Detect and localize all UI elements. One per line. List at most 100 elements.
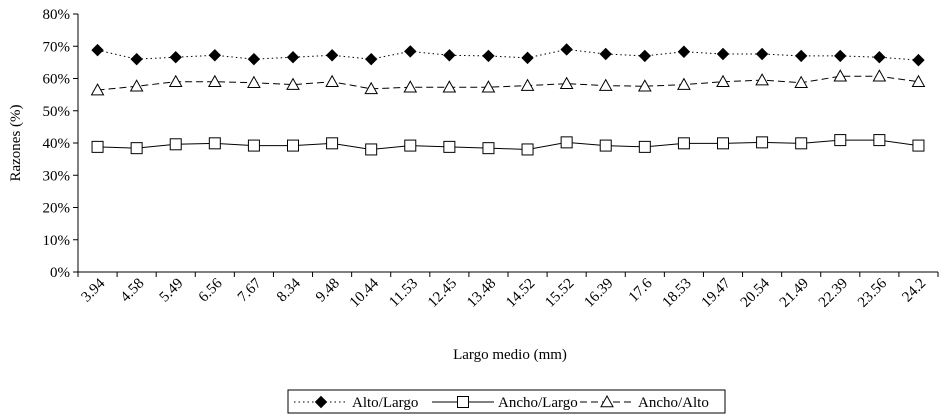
- series-layer: [90, 43, 926, 156]
- data-point: [833, 69, 848, 82]
- data-point: [677, 77, 691, 90]
- data-point: [872, 69, 887, 82]
- data-point: [247, 139, 260, 152]
- y-tick-label: 20%: [43, 201, 71, 217]
- legend-label: Ancho/Largo: [498, 395, 578, 411]
- series-line: [97, 75, 919, 91]
- data-point: [521, 143, 534, 156]
- legend-item: Ancho/Largo: [432, 395, 578, 411]
- data-point: [794, 75, 809, 88]
- data-point: [325, 74, 339, 88]
- data-point: [482, 49, 495, 63]
- y-tick-label: 40%: [43, 136, 71, 152]
- data-point: [404, 45, 417, 58]
- legend-label: Alto/Largo: [352, 395, 418, 411]
- data-point: [130, 142, 143, 155]
- data-point: [794, 49, 808, 63]
- x-tick-label: 5.49: [157, 276, 187, 306]
- series-line: [97, 48, 919, 61]
- data-point: [442, 80, 457, 93]
- data-point: [90, 83, 105, 96]
- data-point: [169, 138, 182, 151]
- data-point: [286, 77, 300, 90]
- data-point: [325, 49, 339, 62]
- x-tick-label: 13.48: [464, 276, 499, 311]
- x-tick-label: 4.58: [118, 276, 148, 306]
- x-tick-label: 24.2: [899, 276, 929, 306]
- legend-marker: [600, 394, 614, 408]
- legend-item: Alto/Largo: [294, 395, 418, 411]
- x-tick-label: 22.39: [816, 276, 851, 311]
- data-point: [208, 49, 222, 62]
- x-tick-label: 7.67: [235, 275, 265, 305]
- series-alto-largo: [91, 43, 925, 67]
- y-tick-label: 0%: [50, 265, 70, 281]
- data-point: [520, 78, 535, 91]
- data-point: [326, 137, 339, 150]
- data-point: [129, 79, 144, 92]
- data-point: [91, 43, 104, 57]
- data-point: [247, 75, 261, 88]
- y-tick-label: 60%: [43, 72, 71, 88]
- legend-frame: [287, 389, 726, 414]
- data-point: [403, 80, 418, 93]
- series-ancho-largo: [91, 134, 925, 156]
- y-axis: 0% 10% 20% 30% 40% 50% 60% 70% 80%: [43, 7, 79, 281]
- x-axis: 3.94 4.58 5.49 6.56 7.67 8.34 9.48 10.44 11.53 12…: [77, 271, 939, 311]
- data-point: [365, 143, 378, 156]
- data-point: [911, 74, 926, 88]
- data-point: [834, 134, 847, 147]
- data-point: [287, 139, 299, 152]
- data-point: [755, 73, 769, 86]
- x-tick-label: 23.56: [855, 275, 891, 311]
- y-tick-label: 80%: [43, 7, 71, 23]
- x-tick-label: 15.52: [542, 276, 577, 311]
- legend-marker: [314, 395, 328, 409]
- data-point: [443, 140, 456, 153]
- data-point: [834, 49, 847, 63]
- data-point: [756, 136, 769, 149]
- data-point: [443, 49, 456, 62]
- data-point: [168, 74, 183, 88]
- data-point: [560, 136, 573, 149]
- data-point: [716, 47, 730, 61]
- x-tick-label: 21.49: [777, 276, 812, 311]
- x-tick-label: 10.44: [347, 275, 383, 311]
- data-point: [912, 139, 925, 152]
- data-point: [91, 140, 104, 153]
- data-point: [208, 137, 221, 150]
- x-tick-label: 12.45: [425, 276, 460, 311]
- data-point: [795, 137, 808, 150]
- data-point: [169, 51, 182, 64]
- data-point: [364, 81, 379, 95]
- x-tick-label: 9.48: [313, 276, 343, 306]
- data-point: [286, 51, 300, 64]
- data-point: [599, 47, 612, 61]
- data-point: [521, 51, 534, 65]
- data-point: [912, 53, 925, 67]
- x-tick-label: 14.52: [503, 276, 538, 311]
- x-tick-label: 6.56: [196, 275, 226, 305]
- data-point: [637, 79, 652, 92]
- data-point: [559, 76, 574, 89]
- data-point: [404, 139, 417, 152]
- data-point: [677, 137, 690, 150]
- y-axis-label: Razones (%): [8, 104, 24, 181]
- y-tick-label: 50%: [43, 104, 71, 120]
- data-point: [364, 52, 378, 66]
- x-tick-label: 20.54: [738, 275, 774, 311]
- y-tick-label: 30%: [43, 168, 71, 184]
- data-point: [247, 52, 261, 66]
- legend-marker: [457, 396, 469, 408]
- x-tick-label: 8.34: [274, 275, 304, 305]
- data-point: [638, 140, 651, 153]
- x-tick-label: 18.53: [660, 276, 695, 311]
- data-point: [873, 51, 886, 64]
- x-tick-label: 16.39: [581, 276, 616, 311]
- x-tick-label: 17.6: [626, 275, 656, 305]
- data-point: [873, 134, 886, 147]
- series-ancho-alto: [90, 69, 926, 96]
- data-point: [755, 47, 769, 61]
- data-point: [560, 43, 573, 56]
